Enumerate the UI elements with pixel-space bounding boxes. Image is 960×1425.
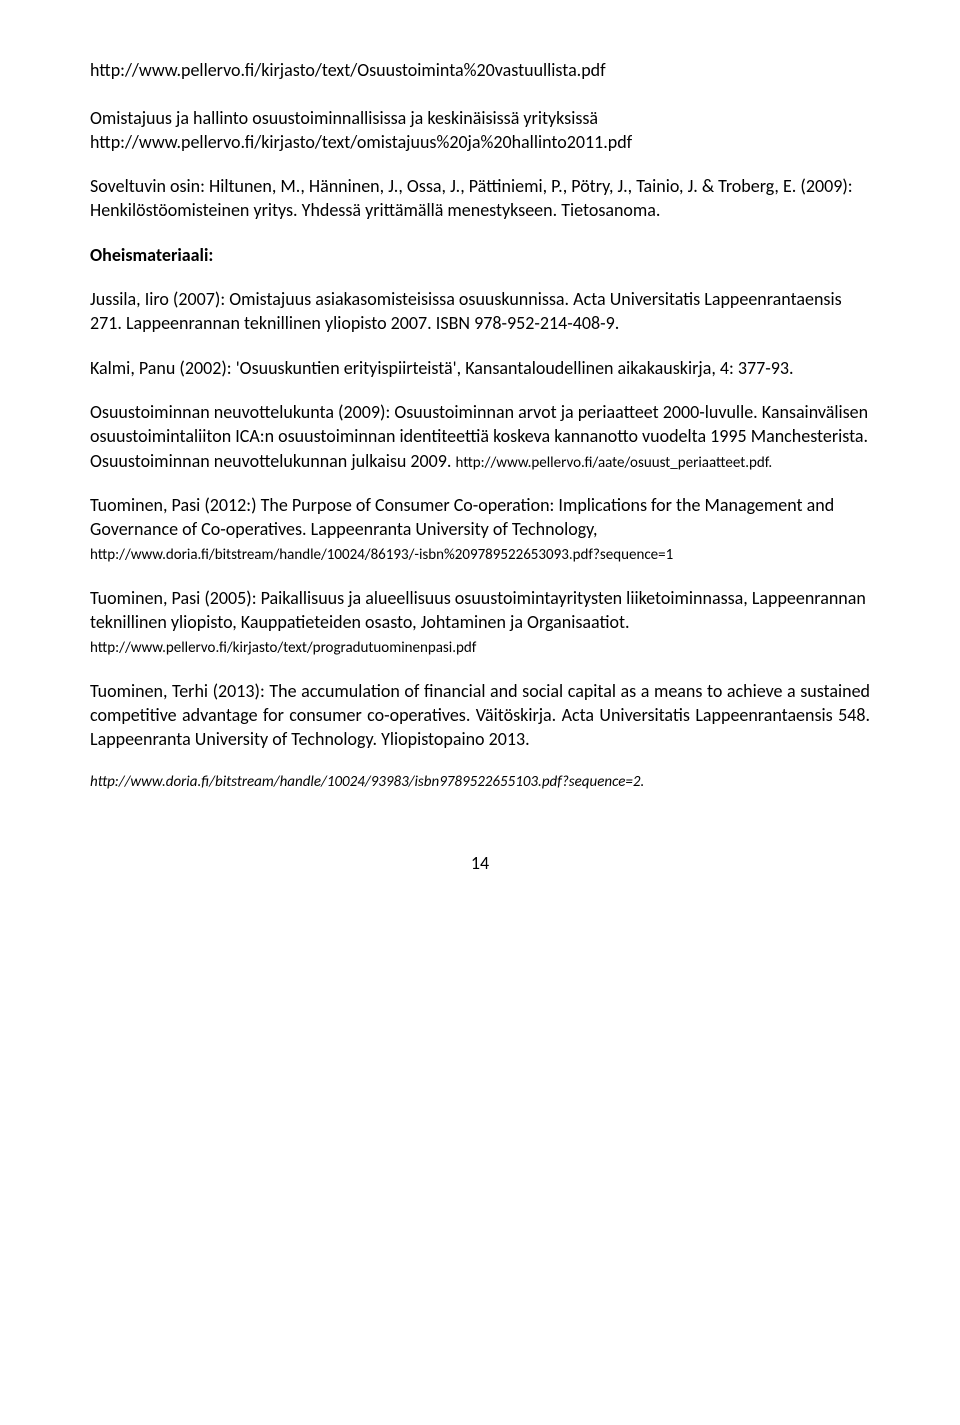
reference-url: http://www.doria.fi/bitstream/handle/100… [90, 546, 673, 564]
reference-kalmi: Kalmi, Panu (2002): 'Osuuskuntien erityi… [90, 356, 870, 380]
reference-text: Tuominen, Pasi (2005): Paikallisuus ja a… [90, 587, 866, 633]
url-line-1: http://www.pellervo.fi/kirjasto/text/Osu… [90, 60, 870, 82]
reference-tuominen-2012: Tuominen, Pasi (2012:) The Purpose of Co… [90, 493, 870, 566]
reference-url: http://www.pellervo.fi/kirjasto/text/pro… [90, 639, 476, 657]
page-number: 14 [90, 852, 870, 874]
reference-tuominen-2013: Tuominen, Terhi (2013): The accumulation… [90, 679, 870, 752]
reference-text: Omistajuus ja hallinto osuustoiminnallis… [90, 107, 598, 129]
document-page: http://www.pellervo.fi/kirjasto/text/Osu… [0, 0, 960, 914]
reference-omistajuus: Omistajuus ja hallinto osuustoiminnallis… [90, 106, 870, 155]
reference-soveltuvin: Soveltuvin osin: Hiltunen, M., Hänninen,… [90, 174, 870, 223]
reference-url: http://www.pellervo.fi/kirjasto/text/omi… [90, 131, 632, 153]
reference-neuvottelukunta: Osuustoiminnan neuvottelukunta (2009): O… [90, 400, 870, 473]
heading-oheismateriaali: Oheismateriaali: [90, 243, 870, 267]
reference-tuominen-2005: Tuominen, Pasi (2005): Paikallisuus ja a… [90, 586, 870, 659]
reference-text: Tuominen, Pasi (2012:) The Purpose of Co… [90, 494, 834, 540]
url-line-last: http://www.doria.fi/bitstream/handle/100… [90, 772, 870, 792]
reference-jussila: Jussila, Iiro (2007): Omistajuus asiakas… [90, 287, 870, 336]
reference-url: http://www.pellervo.fi/aate/osuust_peria… [456, 454, 773, 472]
